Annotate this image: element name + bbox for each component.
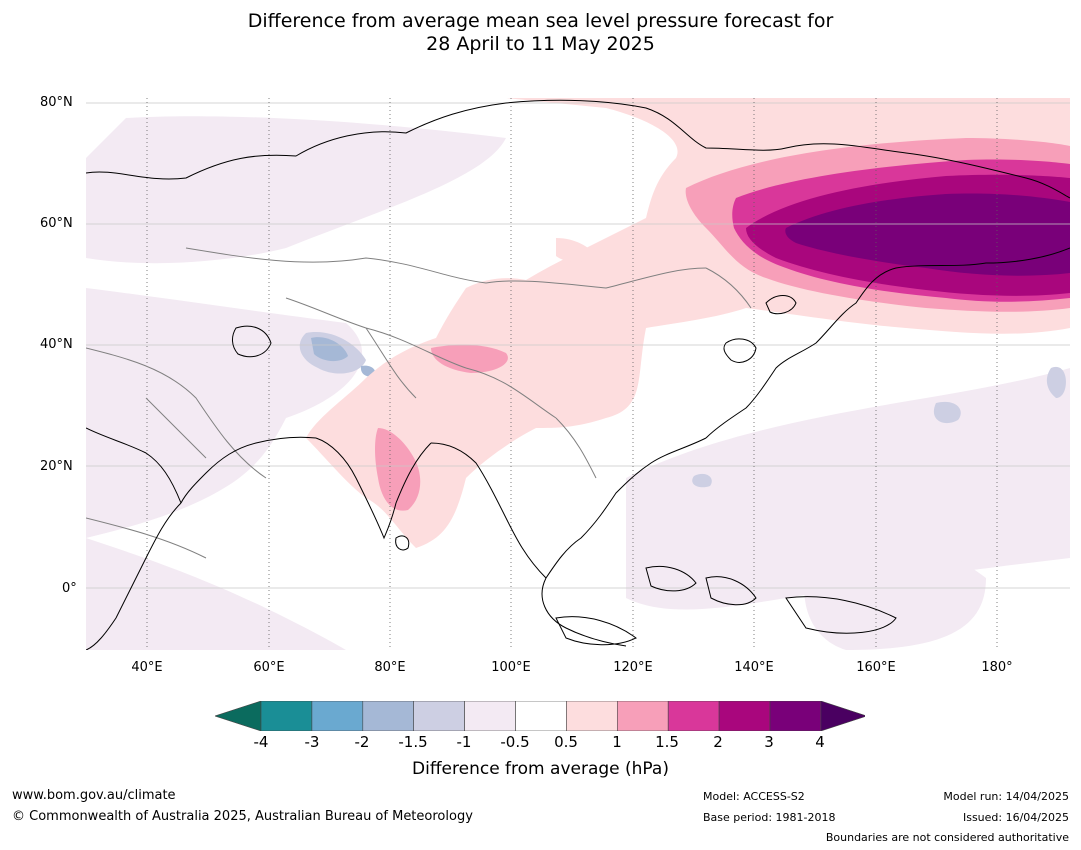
colorbar-extend-low — [214, 700, 262, 732]
colorbar-bin — [769, 700, 822, 732]
chart-title: Difference from average mean sea level p… — [0, 10, 1081, 56]
colorbar-tick: 0.5 — [554, 733, 578, 751]
lat-label-60n: 60°N — [40, 216, 73, 231]
colorbar-title: Difference from average (hPa) — [412, 759, 669, 779]
colorbar-bin — [362, 700, 415, 732]
colorbar-bin — [464, 700, 516, 732]
colorbar-tick: 1 — [612, 733, 622, 751]
colorbar-bin — [515, 700, 567, 732]
lon-label-180: 180° — [981, 660, 1013, 675]
colorbar-bin — [616, 700, 669, 732]
title-line-2: 28 April to 11 May 2025 — [426, 33, 655, 55]
lon-label-100e: 100°E — [491, 660, 531, 675]
pressure-anomaly-map — [86, 98, 1070, 650]
lon-label-40e: 40°E — [131, 660, 163, 675]
colorbar-tick: -1.5 — [398, 733, 428, 751]
colorbar-extend-high — [820, 700, 868, 732]
lon-label-60e: 60°E — [253, 660, 285, 675]
lon-label-160e: 160°E — [856, 660, 896, 675]
lon-label-120e: 120°E — [613, 660, 653, 675]
lon-label-80e: 80°E — [374, 660, 406, 675]
footer-model: Model: ACCESS-S2 — [703, 790, 805, 803]
colorbar-bin — [413, 700, 465, 732]
colorbar-bin — [311, 700, 364, 732]
colorbar-tick: 3 — [764, 733, 774, 751]
colorbar-bin — [667, 700, 720, 732]
footer-model-run: Model run: 14/04/2025 — [943, 790, 1069, 803]
colorbar-tick: -2 — [354, 733, 370, 751]
colorbar-tick: -0.5 — [500, 733, 530, 751]
lon-label-140e: 140°E — [734, 660, 774, 675]
anomaly-purple — [785, 193, 1070, 276]
colorbar-bin — [718, 700, 771, 732]
colorbar-bin — [566, 700, 618, 732]
country-borders — [86, 247, 752, 559]
anomaly-light-purple — [86, 116, 1070, 650]
colorbar-tick: -4 — [253, 733, 269, 751]
colorbar-svg — [214, 700, 868, 732]
lat-label-40n: 40°N — [40, 337, 73, 352]
colorbar-bin — [260, 700, 313, 732]
colorbar-legend — [214, 700, 868, 732]
footer-base-period: Base period: 1981-2018 — [703, 811, 836, 824]
graticule — [86, 102, 1070, 589]
colorbar-tick: -1 — [456, 733, 472, 751]
colorbar-tick: -3 — [304, 733, 320, 751]
map-svg — [86, 98, 1070, 650]
footer-website: www.bom.gov.au/climate — [12, 788, 176, 803]
footer-issued: Issued: 16/04/2025 — [962, 811, 1069, 824]
footer-copyright: © Commonwealth of Australia 2025, Austra… — [12, 809, 473, 824]
colorbar-tick: 4 — [815, 733, 825, 751]
colorbar-tick: 1.5 — [655, 733, 679, 751]
meridians — [146, 98, 998, 650]
footer-disclaimer: Boundaries are not considered authoritat… — [825, 831, 1069, 844]
title-line-1: Difference from average mean sea level p… — [247, 10, 834, 32]
coastlines — [86, 99, 1070, 650]
lat-label-80n: 80°N — [40, 95, 73, 110]
colorbar-tick: 2 — [713, 733, 723, 751]
lat-label-0: 0° — [62, 581, 77, 596]
lat-label-20n: 20°N — [40, 459, 73, 474]
